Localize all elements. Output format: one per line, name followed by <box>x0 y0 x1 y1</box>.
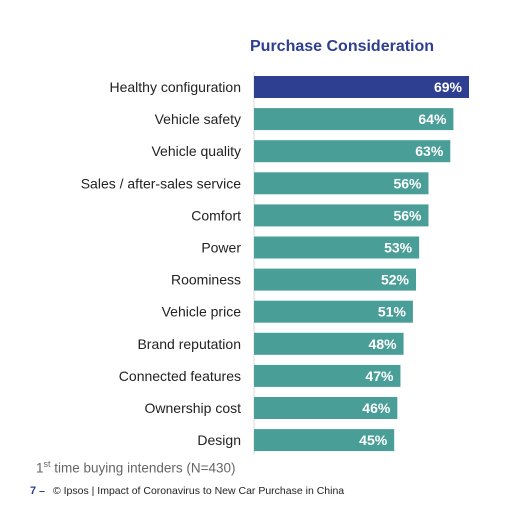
value-label: 48% <box>369 336 398 352</box>
footer: 7 – © Ipsos | Impact of Coronavirus to N… <box>30 485 344 497</box>
bars-group: Healthy configuration 69% Vehicle safety 64… <box>81 76 469 452</box>
bar <box>254 397 398 419</box>
value-label: 51% <box>378 304 407 320</box>
category-label: Vehicle safety <box>155 111 241 127</box>
category-label: Brand reputation <box>137 336 241 352</box>
sample-note-prefix: 1 <box>36 460 44 476</box>
category-label: Vehicle quality <box>151 143 241 159</box>
bar <box>254 268 417 291</box>
bar <box>254 172 429 195</box>
bar <box>254 76 469 98</box>
bar <box>254 204 429 227</box>
page-number: 7 <box>30 485 37 497</box>
bar <box>254 108 454 131</box>
sample-note-superscript: st <box>43 459 51 469</box>
category-label: Healthy configuration <box>109 79 241 95</box>
footer-text: © Ipsos | Impact of Coronavirus to New C… <box>52 485 345 497</box>
sample-note-text: time buying intenders (N=430) <box>50 460 236 476</box>
bar <box>254 140 451 163</box>
value-label: 63% <box>415 143 444 159</box>
value-label: 64% <box>418 111 447 127</box>
value-label: 53% <box>384 240 413 256</box>
bar <box>254 300 413 323</box>
value-label: 69% <box>434 79 463 95</box>
bar <box>254 332 404 355</box>
page-dash: – <box>39 485 45 497</box>
category-label: Sales / after-sales service <box>81 175 241 191</box>
category-label: Power <box>201 240 241 256</box>
bar <box>254 429 395 452</box>
value-label: 45% <box>359 432 388 448</box>
bar <box>254 364 401 387</box>
bar <box>254 236 420 259</box>
value-label: 46% <box>362 400 391 416</box>
value-label: 47% <box>365 368 394 384</box>
category-label: Roominess <box>171 272 241 288</box>
category-label: Connected features <box>119 368 241 384</box>
category-label: Comfort <box>191 207 241 223</box>
chart-title: Purchase Consideration <box>250 38 435 55</box>
category-label: Vehicle price <box>162 304 242 320</box>
value-label: 56% <box>393 175 422 191</box>
category-label: Design <box>197 432 241 448</box>
sample-note: 1st time buying intenders (N=430) <box>36 459 236 476</box>
value-label: 56% <box>393 207 422 223</box>
value-label: 52% <box>381 272 410 288</box>
category-label: Ownership cost <box>145 400 242 416</box>
